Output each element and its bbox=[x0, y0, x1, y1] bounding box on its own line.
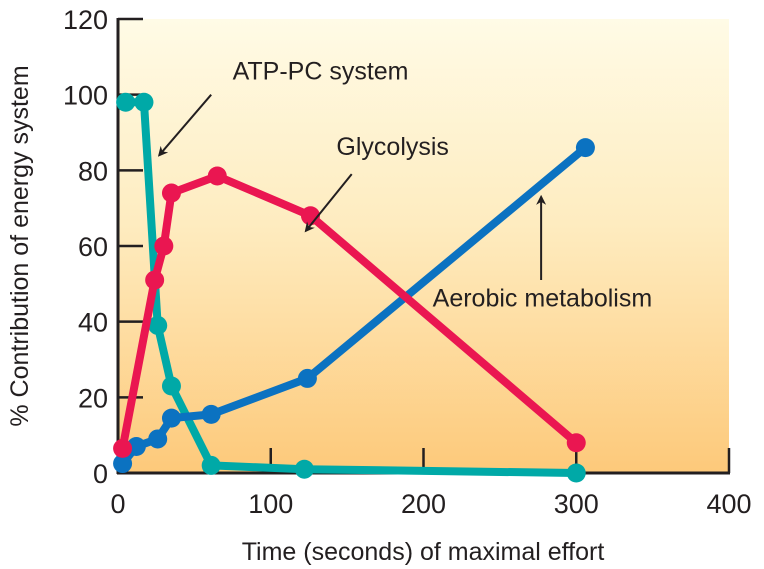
annotations: ATP-PC system Glycolysis Aerobic metabolis… bbox=[157, 58, 653, 313]
data-point-aerobic-metabolism bbox=[575, 138, 595, 158]
annotation-atp-pc-system: ATP-PC system bbox=[233, 58, 409, 86]
x-tick-label: 400 bbox=[706, 489, 751, 519]
data-point-glycolysis bbox=[161, 183, 181, 203]
annotation-arrow-glycolysis bbox=[304, 173, 353, 233]
data-point-aerobic-metabolism bbox=[113, 454, 133, 474]
data-point-glycolysis bbox=[154, 236, 174, 256]
series-atp-pc-system bbox=[116, 92, 586, 483]
data-point-atp-pc-system bbox=[201, 455, 221, 475]
data-point-atp-pc-system bbox=[134, 92, 154, 112]
data-point-aerobic-metabolism bbox=[201, 404, 221, 424]
x-tick-label: 300 bbox=[554, 489, 599, 519]
y-tick-label: 0 bbox=[93, 459, 108, 489]
data-point-atp-pc-system bbox=[116, 92, 136, 112]
annotation-arrow-atp-pc-system bbox=[157, 94, 212, 157]
axes: 0 20 40 60 80 100 120 0 100 200 300 400 bbox=[63, 5, 752, 519]
y-tick-label: 120 bbox=[63, 5, 108, 35]
data-point-atp-pc-system bbox=[566, 463, 586, 483]
data-point-glycolysis bbox=[145, 270, 165, 290]
annotation-glycolysis: Glycolysis bbox=[336, 133, 449, 161]
data-point-glycolysis bbox=[207, 166, 227, 186]
y-tick-label: 40 bbox=[78, 308, 108, 338]
series-aerobic-metabolism bbox=[113, 138, 595, 474]
plot-background bbox=[118, 19, 729, 473]
data-point-aerobic-metabolism bbox=[161, 408, 181, 428]
data-point-glycolysis bbox=[566, 433, 586, 453]
y-tick-label: 100 bbox=[63, 81, 108, 111]
data-point-glycolysis bbox=[113, 438, 133, 458]
data-point-atp-pc-system bbox=[148, 315, 168, 335]
x-tick-label: 200 bbox=[401, 489, 446, 519]
y-tick-label: 20 bbox=[78, 383, 108, 413]
data-point-aerobic-metabolism bbox=[148, 429, 168, 449]
x-tick-label: 100 bbox=[248, 489, 293, 519]
series-glycolysis bbox=[113, 166, 586, 458]
series-layer bbox=[113, 92, 595, 483]
y-tick-label: 80 bbox=[78, 156, 108, 186]
data-point-atp-pc-system bbox=[294, 459, 314, 479]
data-point-atp-pc-system bbox=[161, 376, 181, 396]
data-point-aerobic-metabolism bbox=[297, 368, 317, 388]
y-tick-label: 60 bbox=[78, 232, 108, 262]
x-tick-label: 0 bbox=[110, 489, 125, 519]
annotation-aerobic-metabolism: Aerobic metabolism bbox=[433, 285, 653, 313]
y-axis-title: % Contribution of energy system bbox=[6, 65, 34, 426]
x-axis-title: Time (seconds) of maximal effort bbox=[242, 538, 605, 566]
